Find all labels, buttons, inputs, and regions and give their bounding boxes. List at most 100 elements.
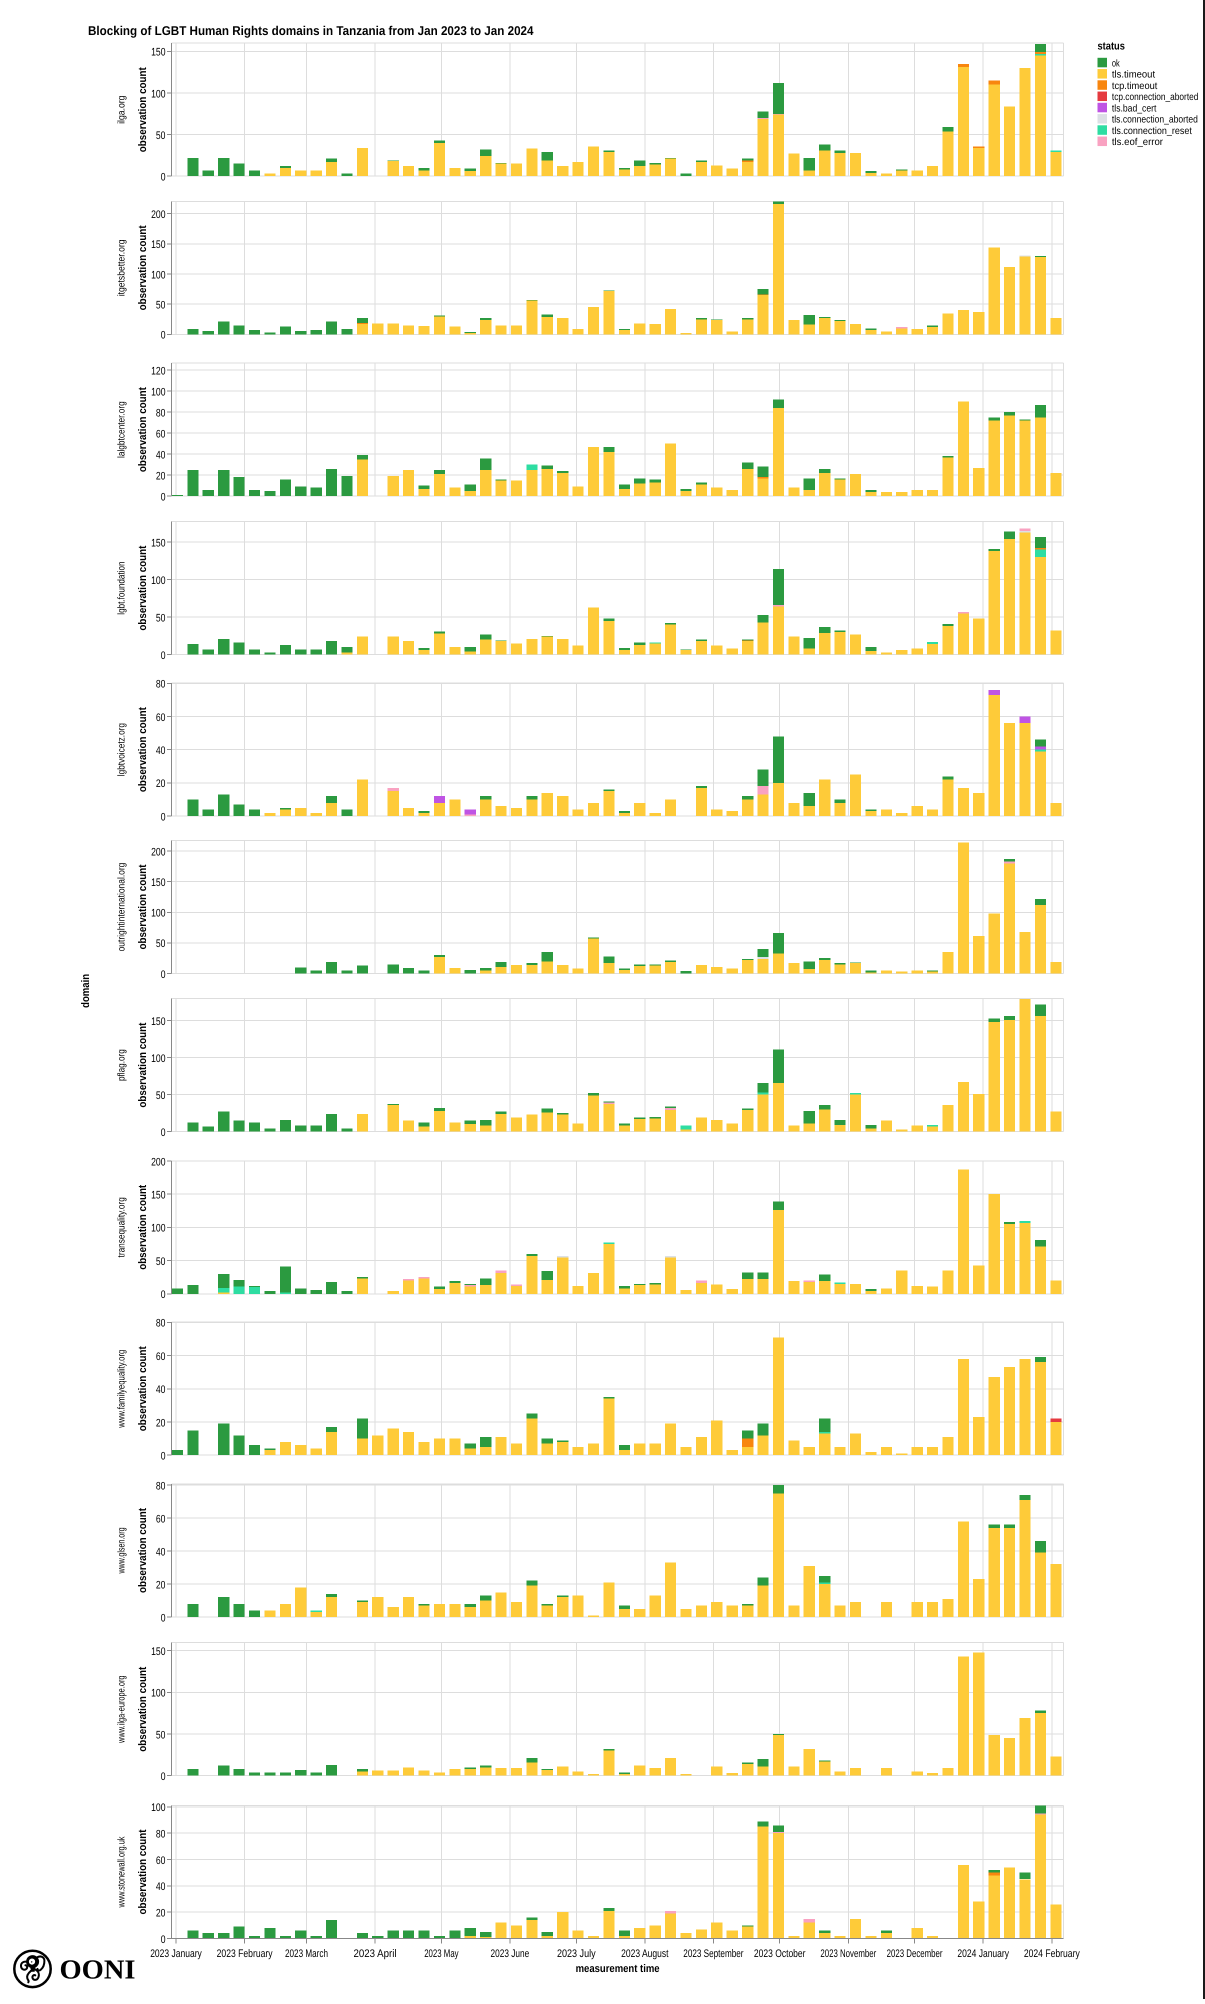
svg-text:150: 150	[151, 537, 165, 549]
svg-text:150: 150	[151, 1190, 165, 1202]
svg-text:100: 100	[151, 386, 165, 398]
svg-text:80: 80	[156, 679, 166, 691]
svg-text:tls.eof_error: tls.eof_error	[1112, 137, 1164, 148]
svg-text:lalgbtcenter.org: lalgbtcenter.org	[117, 401, 128, 458]
svg-text:www.ilga-europe.org: www.ilga-europe.org	[117, 1675, 128, 1743]
svg-text:2023 August: 2023 August	[621, 1948, 668, 1960]
svg-text:60: 60	[156, 712, 166, 724]
svg-text:domain: domain	[80, 974, 92, 1008]
svg-text:2024 January: 2024 January	[957, 1948, 1009, 1960]
svg-text:80: 80	[156, 407, 166, 419]
svg-text:50: 50	[156, 1090, 166, 1102]
svg-text:tls.connection_reset: tls.connection_reset	[1112, 126, 1192, 137]
svg-text:observation count: observation count	[137, 1346, 149, 1431]
svg-text:2024 February: 2024 February	[1024, 1948, 1080, 1960]
svg-text:20: 20	[156, 1908, 166, 1920]
svg-text:60: 60	[156, 1513, 166, 1525]
svg-text:50: 50	[156, 612, 166, 624]
svg-text:Blocking of LGBT Human Rights: Blocking of LGBT Human Rights domains in…	[88, 23, 534, 38]
svg-text:2023 February: 2023 February	[217, 1948, 273, 1960]
svg-text:200: 200	[151, 209, 165, 221]
svg-text:OONI: OONI	[60, 1953, 136, 1984]
svg-text:www.glsen.org: www.glsen.org	[117, 1527, 128, 1574]
svg-text:tls.bad_cert: tls.bad_cert	[1112, 103, 1157, 114]
svg-text:0: 0	[161, 330, 166, 342]
svg-text:2023 January: 2023 January	[150, 1948, 202, 1960]
svg-text:observation count: observation count	[137, 387, 149, 472]
svg-text:observation count: observation count	[137, 1508, 149, 1593]
svg-text:50: 50	[156, 1729, 166, 1741]
svg-text:0: 0	[161, 1771, 166, 1783]
svg-text:observation count: observation count	[137, 545, 149, 630]
svg-text:150: 150	[151, 239, 165, 251]
svg-text:0: 0	[161, 1289, 166, 1301]
svg-text:20: 20	[156, 778, 166, 790]
svg-text:status: status	[1098, 41, 1125, 53]
svg-text:150: 150	[151, 1016, 165, 1028]
svg-text:tls.connection_aborted: tls.connection_aborted	[1112, 115, 1198, 126]
svg-text:20: 20	[156, 470, 166, 482]
svg-text:observation count: observation count	[137, 707, 149, 792]
svg-text:100: 100	[151, 88, 165, 100]
svg-text:50: 50	[156, 130, 166, 142]
svg-text:0: 0	[161, 1451, 166, 1463]
svg-text:www.familyequality.org: www.familyequality.org	[117, 1350, 128, 1429]
svg-text:lgbt.foundation: lgbt.foundation	[117, 562, 128, 615]
svg-text:observation count: observation count	[137, 225, 149, 310]
svg-text:50: 50	[156, 1256, 166, 1268]
svg-text:80: 80	[156, 1318, 166, 1330]
svg-text:observation count: observation count	[137, 1829, 149, 1914]
svg-text:measurement time: measurement time	[576, 1963, 660, 1975]
svg-text:100: 100	[151, 1223, 165, 1235]
svg-text:50: 50	[156, 938, 166, 950]
svg-text:observation count: observation count	[137, 1666, 149, 1751]
svg-text:60: 60	[156, 1351, 166, 1363]
svg-text:2023 November: 2023 November	[820, 1948, 876, 1960]
svg-text:150: 150	[151, 47, 165, 59]
svg-text:transequality.org: transequality.org	[117, 1197, 128, 1257]
svg-text:40: 40	[156, 1881, 166, 1893]
svg-text:outrightinternational.org: outrightinternational.org	[117, 863, 128, 952]
svg-text:100: 100	[151, 1053, 165, 1065]
svg-text:2023 May: 2023 May	[424, 1948, 459, 1960]
svg-text:100: 100	[151, 575, 165, 587]
svg-text:100: 100	[151, 269, 165, 281]
svg-text:200: 200	[151, 846, 165, 858]
svg-text:0: 0	[161, 1127, 166, 1139]
svg-text:ilga.org: ilga.org	[117, 96, 128, 124]
svg-text:pflag.org: pflag.org	[117, 1049, 128, 1081]
svg-text:2023 March: 2023 March	[285, 1948, 328, 1960]
svg-text:itgetsbetter.org: itgetsbetter.org	[117, 239, 128, 296]
svg-text:40: 40	[156, 1384, 166, 1396]
svg-text:tcp.connection_aborted: tcp.connection_aborted	[1112, 92, 1199, 103]
svg-text:50: 50	[156, 300, 166, 312]
svg-text:0: 0	[161, 1612, 166, 1624]
svg-text:80: 80	[156, 1829, 166, 1841]
svg-text:ok: ok	[1112, 58, 1121, 69]
svg-text:40: 40	[156, 1546, 166, 1558]
svg-text:120: 120	[151, 365, 165, 377]
svg-text:40: 40	[156, 745, 166, 757]
svg-text:40: 40	[156, 449, 166, 461]
svg-text:2023 December: 2023 December	[887, 1948, 943, 1960]
svg-text:20: 20	[156, 1417, 166, 1429]
svg-text:2023 June: 2023 June	[491, 1948, 530, 1960]
svg-text:200: 200	[151, 1156, 165, 1168]
svg-text:0: 0	[161, 491, 166, 503]
svg-text:100: 100	[151, 1688, 165, 1700]
svg-text:0: 0	[161, 650, 166, 662]
svg-text:80: 80	[156, 1480, 166, 1492]
svg-text:0: 0	[161, 1934, 166, 1946]
svg-text:0: 0	[161, 811, 166, 823]
svg-text:150: 150	[151, 1646, 165, 1658]
svg-text:observation count: observation count	[137, 67, 149, 152]
svg-text:2023 July: 2023 July	[557, 1948, 596, 1960]
svg-text:2023 September: 2023 September	[683, 1948, 743, 1960]
svg-text:0: 0	[161, 172, 166, 184]
svg-text:60: 60	[156, 1855, 166, 1867]
svg-text:observation count: observation count	[137, 1022, 149, 1107]
svg-text:observation count: observation count	[137, 864, 149, 949]
svg-text:tcp.timeout: tcp.timeout	[1112, 81, 1158, 92]
svg-text:20: 20	[156, 1579, 166, 1591]
svg-text:100: 100	[151, 1802, 165, 1814]
